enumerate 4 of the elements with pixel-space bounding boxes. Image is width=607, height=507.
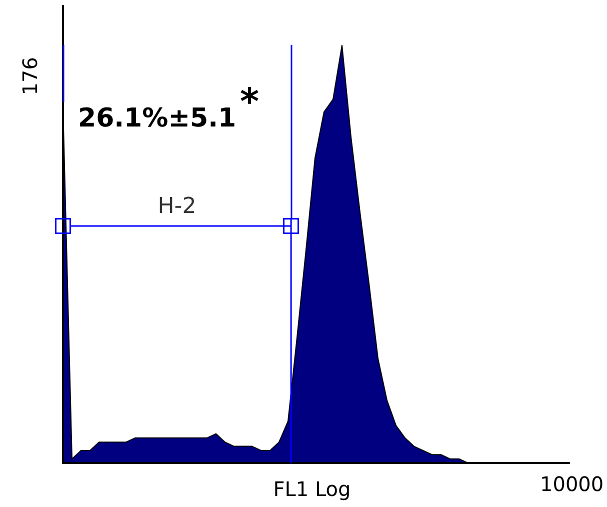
text: 10000 (540, 472, 604, 496)
annotation: H-2 (158, 194, 196, 219)
x-axis-title: FL1 Log (273, 477, 351, 501)
text: 176 (18, 57, 42, 96)
